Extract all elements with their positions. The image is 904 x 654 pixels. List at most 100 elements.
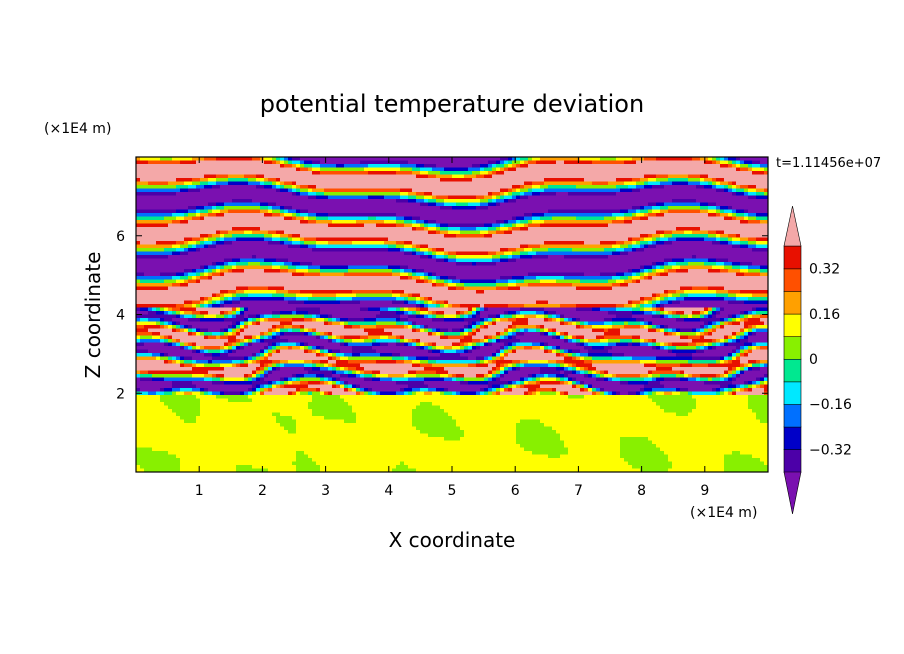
field-cell [156, 220, 161, 224]
field-cell [288, 223, 293, 228]
field-cell [688, 195, 693, 200]
field-cell [620, 220, 625, 224]
field-cell [400, 171, 405, 175]
field-cell [484, 265, 489, 270]
field-cell [168, 234, 173, 238]
field-cell [324, 237, 329, 242]
field-cell [252, 251, 257, 256]
field-cell [312, 241, 317, 245]
field-cell [416, 171, 421, 175]
field-cell [752, 251, 757, 256]
field-cell [596, 195, 601, 200]
field-cell [736, 171, 741, 175]
field-cell [632, 244, 637, 249]
field-cell [704, 160, 709, 165]
field-cell [148, 237, 153, 242]
field-cell [664, 220, 669, 224]
field-cell [752, 241, 757, 245]
field-cell [424, 223, 429, 228]
field-cell [172, 251, 177, 256]
field-cell [572, 171, 577, 175]
field-cell [596, 188, 601, 193]
field-cell [228, 255, 233, 259]
field-cell [424, 185, 429, 189]
field-cell [632, 181, 637, 186]
field-cell [724, 230, 729, 235]
field-cell [388, 241, 393, 245]
field-cell [412, 178, 417, 182]
field-cell [736, 209, 741, 214]
field-cell [704, 234, 709, 238]
field-cell [648, 178, 653, 182]
field-cell [684, 185, 689, 189]
field-cell [584, 185, 589, 189]
field-cell [728, 192, 733, 196]
field-cell [500, 188, 505, 193]
field-cell [296, 188, 301, 193]
field-cell [264, 251, 269, 256]
field-cell [500, 237, 505, 242]
field-cell [276, 213, 281, 217]
field-cell [348, 167, 353, 172]
field-cell [568, 188, 573, 193]
field-cell [632, 188, 637, 193]
field-cell [164, 206, 169, 210]
field-cell [196, 157, 201, 161]
field-cell [632, 209, 637, 214]
field-cell [284, 255, 289, 259]
field-cell [468, 171, 473, 175]
field-cell [588, 262, 593, 266]
field-cell [704, 262, 709, 266]
field-cell [484, 258, 489, 263]
field-cell [468, 195, 473, 200]
field-cell [184, 220, 189, 224]
field-cell [488, 199, 493, 203]
field-cell [732, 199, 737, 203]
field-cell [160, 164, 165, 168]
field-cell [700, 216, 705, 221]
field-cell [500, 262, 505, 266]
field-cell [284, 188, 289, 193]
field-cell [452, 227, 457, 231]
field-cell [588, 227, 593, 231]
field-cell [756, 220, 761, 224]
field-cell [616, 195, 621, 200]
field-cell [152, 213, 157, 217]
field-cell [336, 164, 341, 168]
field-cell [368, 255, 373, 259]
field-cell [180, 202, 185, 207]
field-cell [244, 258, 249, 263]
field-cell [504, 160, 509, 165]
field-cell [544, 192, 549, 196]
field-cell [752, 209, 757, 214]
field-cell [320, 202, 325, 207]
field-cell [524, 160, 529, 165]
field-cell [188, 213, 193, 217]
field-cell [612, 241, 617, 245]
field-cell [668, 209, 673, 214]
field-cell [568, 192, 573, 196]
field-cell [396, 213, 401, 217]
field-cell [252, 181, 257, 186]
field-cell [428, 160, 433, 165]
field-cell [568, 209, 573, 214]
field-cell [500, 216, 505, 221]
field-cell [392, 206, 397, 210]
field-cell [224, 195, 229, 200]
field-cell [480, 206, 485, 210]
field-cell [300, 258, 305, 263]
field-cell [508, 265, 513, 270]
field-cell [424, 213, 429, 217]
field-cell [268, 206, 273, 210]
field-cell [652, 234, 657, 238]
field-cell [456, 230, 461, 235]
field-cell [480, 262, 485, 266]
field-cell [504, 171, 509, 175]
field-cell [188, 237, 193, 242]
field-cell [444, 244, 449, 249]
field-cell [260, 178, 265, 182]
field-cell [448, 241, 453, 245]
field-cell [752, 220, 757, 224]
field-cell [652, 209, 657, 214]
field-cell [564, 160, 569, 165]
